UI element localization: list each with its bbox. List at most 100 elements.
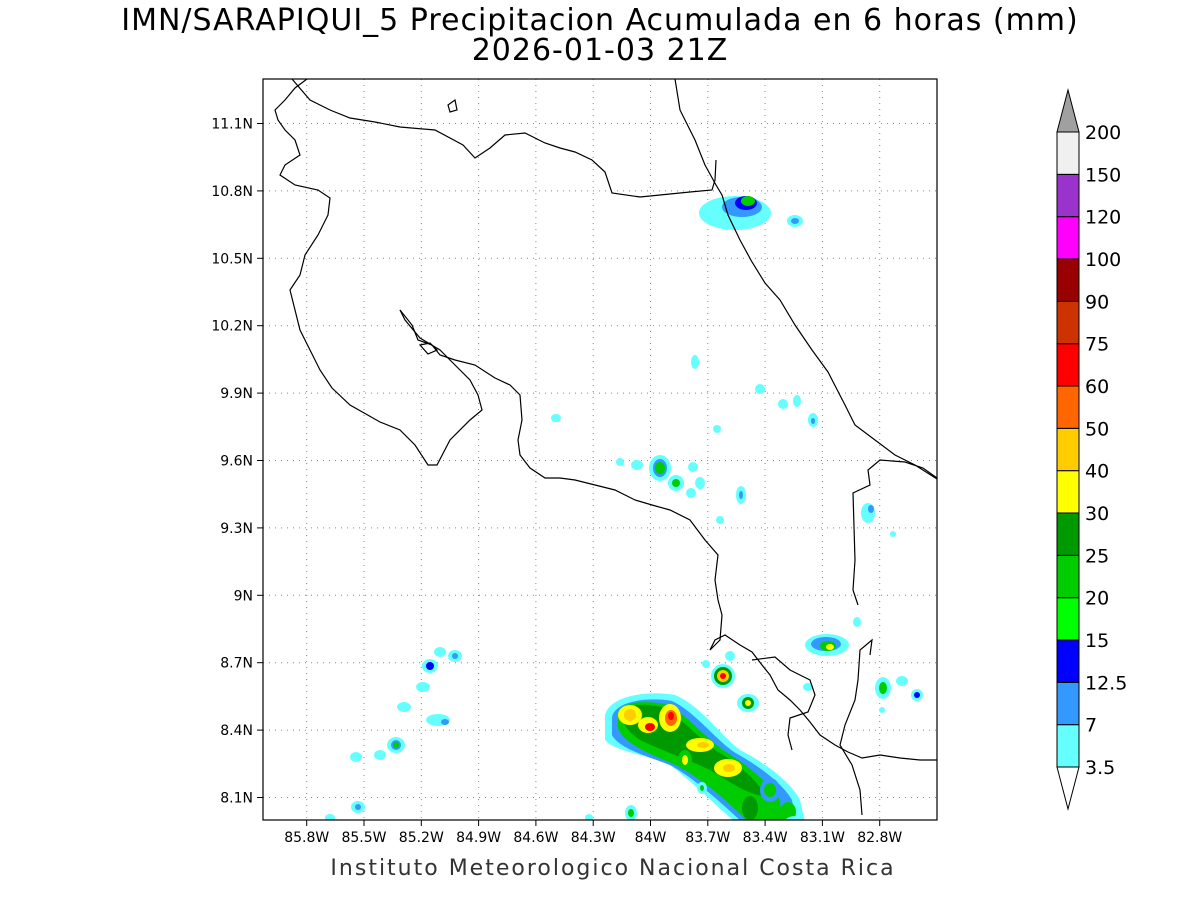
precip-cell — [742, 796, 758, 820]
precip-cell — [688, 462, 698, 472]
colorbar-label: 120 — [1085, 207, 1121, 229]
lon-tick-label: 84.6W — [513, 830, 558, 846]
precip-cell — [853, 617, 861, 627]
colorbar-swatch — [1056, 343, 1080, 387]
lat-tick-label: 9.3N — [220, 521, 253, 537]
precip-cell — [695, 477, 705, 489]
lat-tick-label: 9N — [234, 588, 253, 604]
longitude-axis: 85.8W 85.5W 85.2W 84.9W 84.6W 84.3W 84W 83.7W 83… — [284, 820, 902, 846]
colorbar-label: 200 — [1085, 122, 1121, 144]
pacific-coast-nw — [274, 79, 483, 466]
precip-cell — [682, 755, 688, 765]
colorbar-label: 90 — [1085, 291, 1109, 313]
colorbar-label: 15 — [1085, 630, 1109, 652]
precip-cell — [713, 425, 721, 433]
precip-cell — [745, 700, 751, 706]
lon-tick-label: 85.5W — [341, 830, 386, 846]
colorbar-label: 75 — [1085, 334, 1109, 356]
precip-cell — [811, 418, 815, 424]
precip-cell — [452, 653, 458, 659]
colorbar-swatch — [1056, 554, 1080, 599]
precip-cell — [739, 491, 743, 499]
precip-cell — [890, 531, 896, 537]
lon-tick-label: 83.7W — [685, 830, 730, 846]
colorbar-swatch — [1056, 427, 1080, 472]
lat-tick-label: 9.6N — [220, 454, 253, 470]
map-subtitle-datetime: 2026-01-03 21Z — [471, 33, 729, 68]
precip-cell — [914, 692, 920, 698]
precip-cell — [697, 742, 709, 748]
precip-cell — [355, 804, 361, 810]
lon-tick-label: 85.8W — [284, 830, 329, 846]
colorbar-label: 12.5 — [1085, 672, 1127, 694]
colorbar-swatch — [1056, 470, 1080, 514]
footer-credit: Instituto Meteorologico Nacional Costa R… — [330, 856, 896, 881]
precip-cell — [791, 218, 799, 224]
precip-cell — [785, 816, 805, 820]
precip-cell — [720, 673, 726, 679]
coastlines — [274, 79, 937, 816]
precip-cell — [393, 742, 399, 748]
colorbar-legend: 3.5 7 12.5 15 20 25 30 40 50 60 75 90 100 120 150 200 — [1056, 88, 1127, 811]
precip-cell — [691, 355, 699, 369]
precip-cell — [778, 399, 788, 409]
precip-cell — [741, 196, 755, 206]
precip-cell — [397, 702, 411, 712]
precip-cell — [672, 479, 680, 487]
lon-tick-label: 85.2W — [399, 830, 444, 846]
precip-cell — [585, 814, 593, 820]
colorbar-swatch — [1056, 385, 1080, 429]
colorbar-bottom-cap — [1056, 766, 1080, 811]
lon-tick-label: 84W — [635, 830, 667, 846]
gulf-nicoya — [399, 309, 723, 651]
precip-cell — [686, 488, 696, 498]
colorbar-swatch — [1056, 597, 1080, 641]
lat-tick-label: 10.5N — [211, 251, 253, 267]
precip-cell — [868, 505, 874, 513]
precip-cell — [725, 651, 735, 661]
map-gridlines — [263, 79, 937, 820]
precip-cell — [416, 682, 430, 692]
latitude-axis: 11.1N 10.8N 10.5N 10.2N 9.9N 9.6N 9.3N 9N 8.7N 8.… — [211, 117, 263, 807]
map-frame — [262, 78, 938, 821]
colorbar-label: 30 — [1085, 503, 1109, 525]
lon-tick-label: 82.8W — [857, 830, 902, 846]
precipitation-field — [325, 196, 923, 820]
precip-cell — [702, 660, 710, 668]
colorbar-label: 100 — [1085, 249, 1121, 271]
lon-tick-label: 83.1W — [800, 830, 845, 846]
precip-cell — [780, 802, 796, 820]
lake-nicaragua-island — [447, 98, 458, 113]
colorbar-label: 60 — [1085, 376, 1109, 398]
precip-cell — [350, 752, 362, 762]
colorbar-label: 7 — [1085, 715, 1097, 737]
precip-cell — [803, 683, 813, 691]
colorbar-label: 3.5 — [1085, 757, 1115, 779]
precip-cell — [879, 707, 885, 713]
precip-cell — [426, 662, 434, 670]
precip-cell — [668, 712, 674, 720]
precip-cell — [716, 516, 724, 524]
colorbar-label: 40 — [1085, 461, 1109, 483]
nicoya-island — [418, 342, 439, 355]
colorbar-swatch — [1056, 512, 1080, 556]
lat-tick-label: 8.1N — [220, 791, 253, 807]
lat-tick-label: 10.8N — [211, 184, 253, 200]
colorbar-swatch — [1056, 639, 1080, 683]
lat-tick-label: 9.9N — [220, 386, 253, 402]
map-plot-area — [263, 79, 937, 820]
lat-tick-label: 11.1N — [211, 117, 253, 133]
colorbar-swatch — [1056, 216, 1080, 260]
golfo-dulce — [751, 656, 816, 751]
panama-border — [839, 638, 873, 816]
precip-cell — [826, 644, 834, 650]
colorbar-swatch — [1056, 131, 1080, 175]
caribbean-coast-north — [674, 79, 937, 480]
colorbar-swatch — [1056, 173, 1080, 218]
colorbar-top-cap — [1056, 88, 1080, 133]
colorbar-label: 150 — [1085, 164, 1121, 186]
osa-peninsula — [709, 634, 937, 761]
lon-tick-label: 83.4W — [743, 830, 788, 846]
colorbar-swatch — [1056, 681, 1080, 726]
precip-cell — [441, 719, 449, 725]
